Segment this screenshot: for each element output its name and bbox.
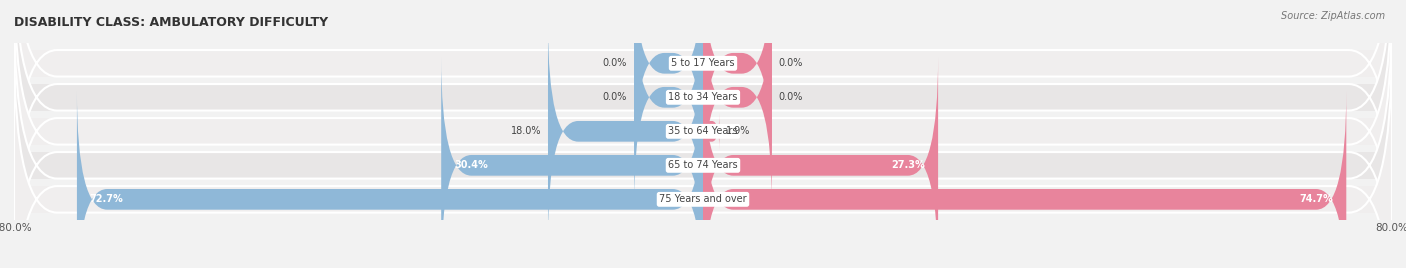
Text: Source: ZipAtlas.com: Source: ZipAtlas.com	[1281, 11, 1385, 21]
Text: 75 Years and over: 75 Years and over	[659, 194, 747, 204]
FancyBboxPatch shape	[14, 0, 1392, 220]
Text: 0.0%: 0.0%	[603, 58, 627, 68]
Text: DISABILITY CLASS: AMBULATORY DIFFICULTY: DISABILITY CLASS: AMBULATORY DIFFICULTY	[14, 16, 328, 29]
Text: 0.0%: 0.0%	[603, 92, 627, 102]
Text: 5 to 17 Years: 5 to 17 Years	[671, 58, 735, 68]
FancyBboxPatch shape	[703, 113, 720, 150]
FancyBboxPatch shape	[703, 0, 772, 172]
FancyBboxPatch shape	[77, 91, 703, 268]
Text: 72.7%: 72.7%	[90, 194, 124, 204]
FancyBboxPatch shape	[703, 0, 772, 206]
FancyBboxPatch shape	[14, 43, 1392, 268]
FancyBboxPatch shape	[703, 91, 1347, 268]
FancyBboxPatch shape	[634, 0, 703, 206]
Bar	[14, 186, 1392, 213]
Text: 0.0%: 0.0%	[779, 58, 803, 68]
FancyBboxPatch shape	[14, 0, 1392, 254]
Text: 1.9%: 1.9%	[727, 126, 751, 136]
Text: 74.7%: 74.7%	[1299, 194, 1333, 204]
FancyBboxPatch shape	[14, 9, 1392, 268]
Text: 35 to 64 Years: 35 to 64 Years	[668, 126, 738, 136]
FancyBboxPatch shape	[548, 23, 703, 240]
Bar	[14, 84, 1392, 111]
FancyBboxPatch shape	[441, 57, 703, 268]
Bar	[14, 50, 1392, 77]
Text: 30.4%: 30.4%	[454, 160, 488, 170]
Bar	[14, 118, 1392, 144]
FancyBboxPatch shape	[703, 57, 938, 268]
FancyBboxPatch shape	[634, 0, 703, 172]
Text: 0.0%: 0.0%	[779, 92, 803, 102]
Bar	[14, 152, 1392, 178]
Text: 18.0%: 18.0%	[510, 126, 541, 136]
Text: 65 to 74 Years: 65 to 74 Years	[668, 160, 738, 170]
Text: 18 to 34 Years: 18 to 34 Years	[668, 92, 738, 102]
Text: 27.3%: 27.3%	[891, 160, 925, 170]
FancyBboxPatch shape	[14, 0, 1392, 268]
